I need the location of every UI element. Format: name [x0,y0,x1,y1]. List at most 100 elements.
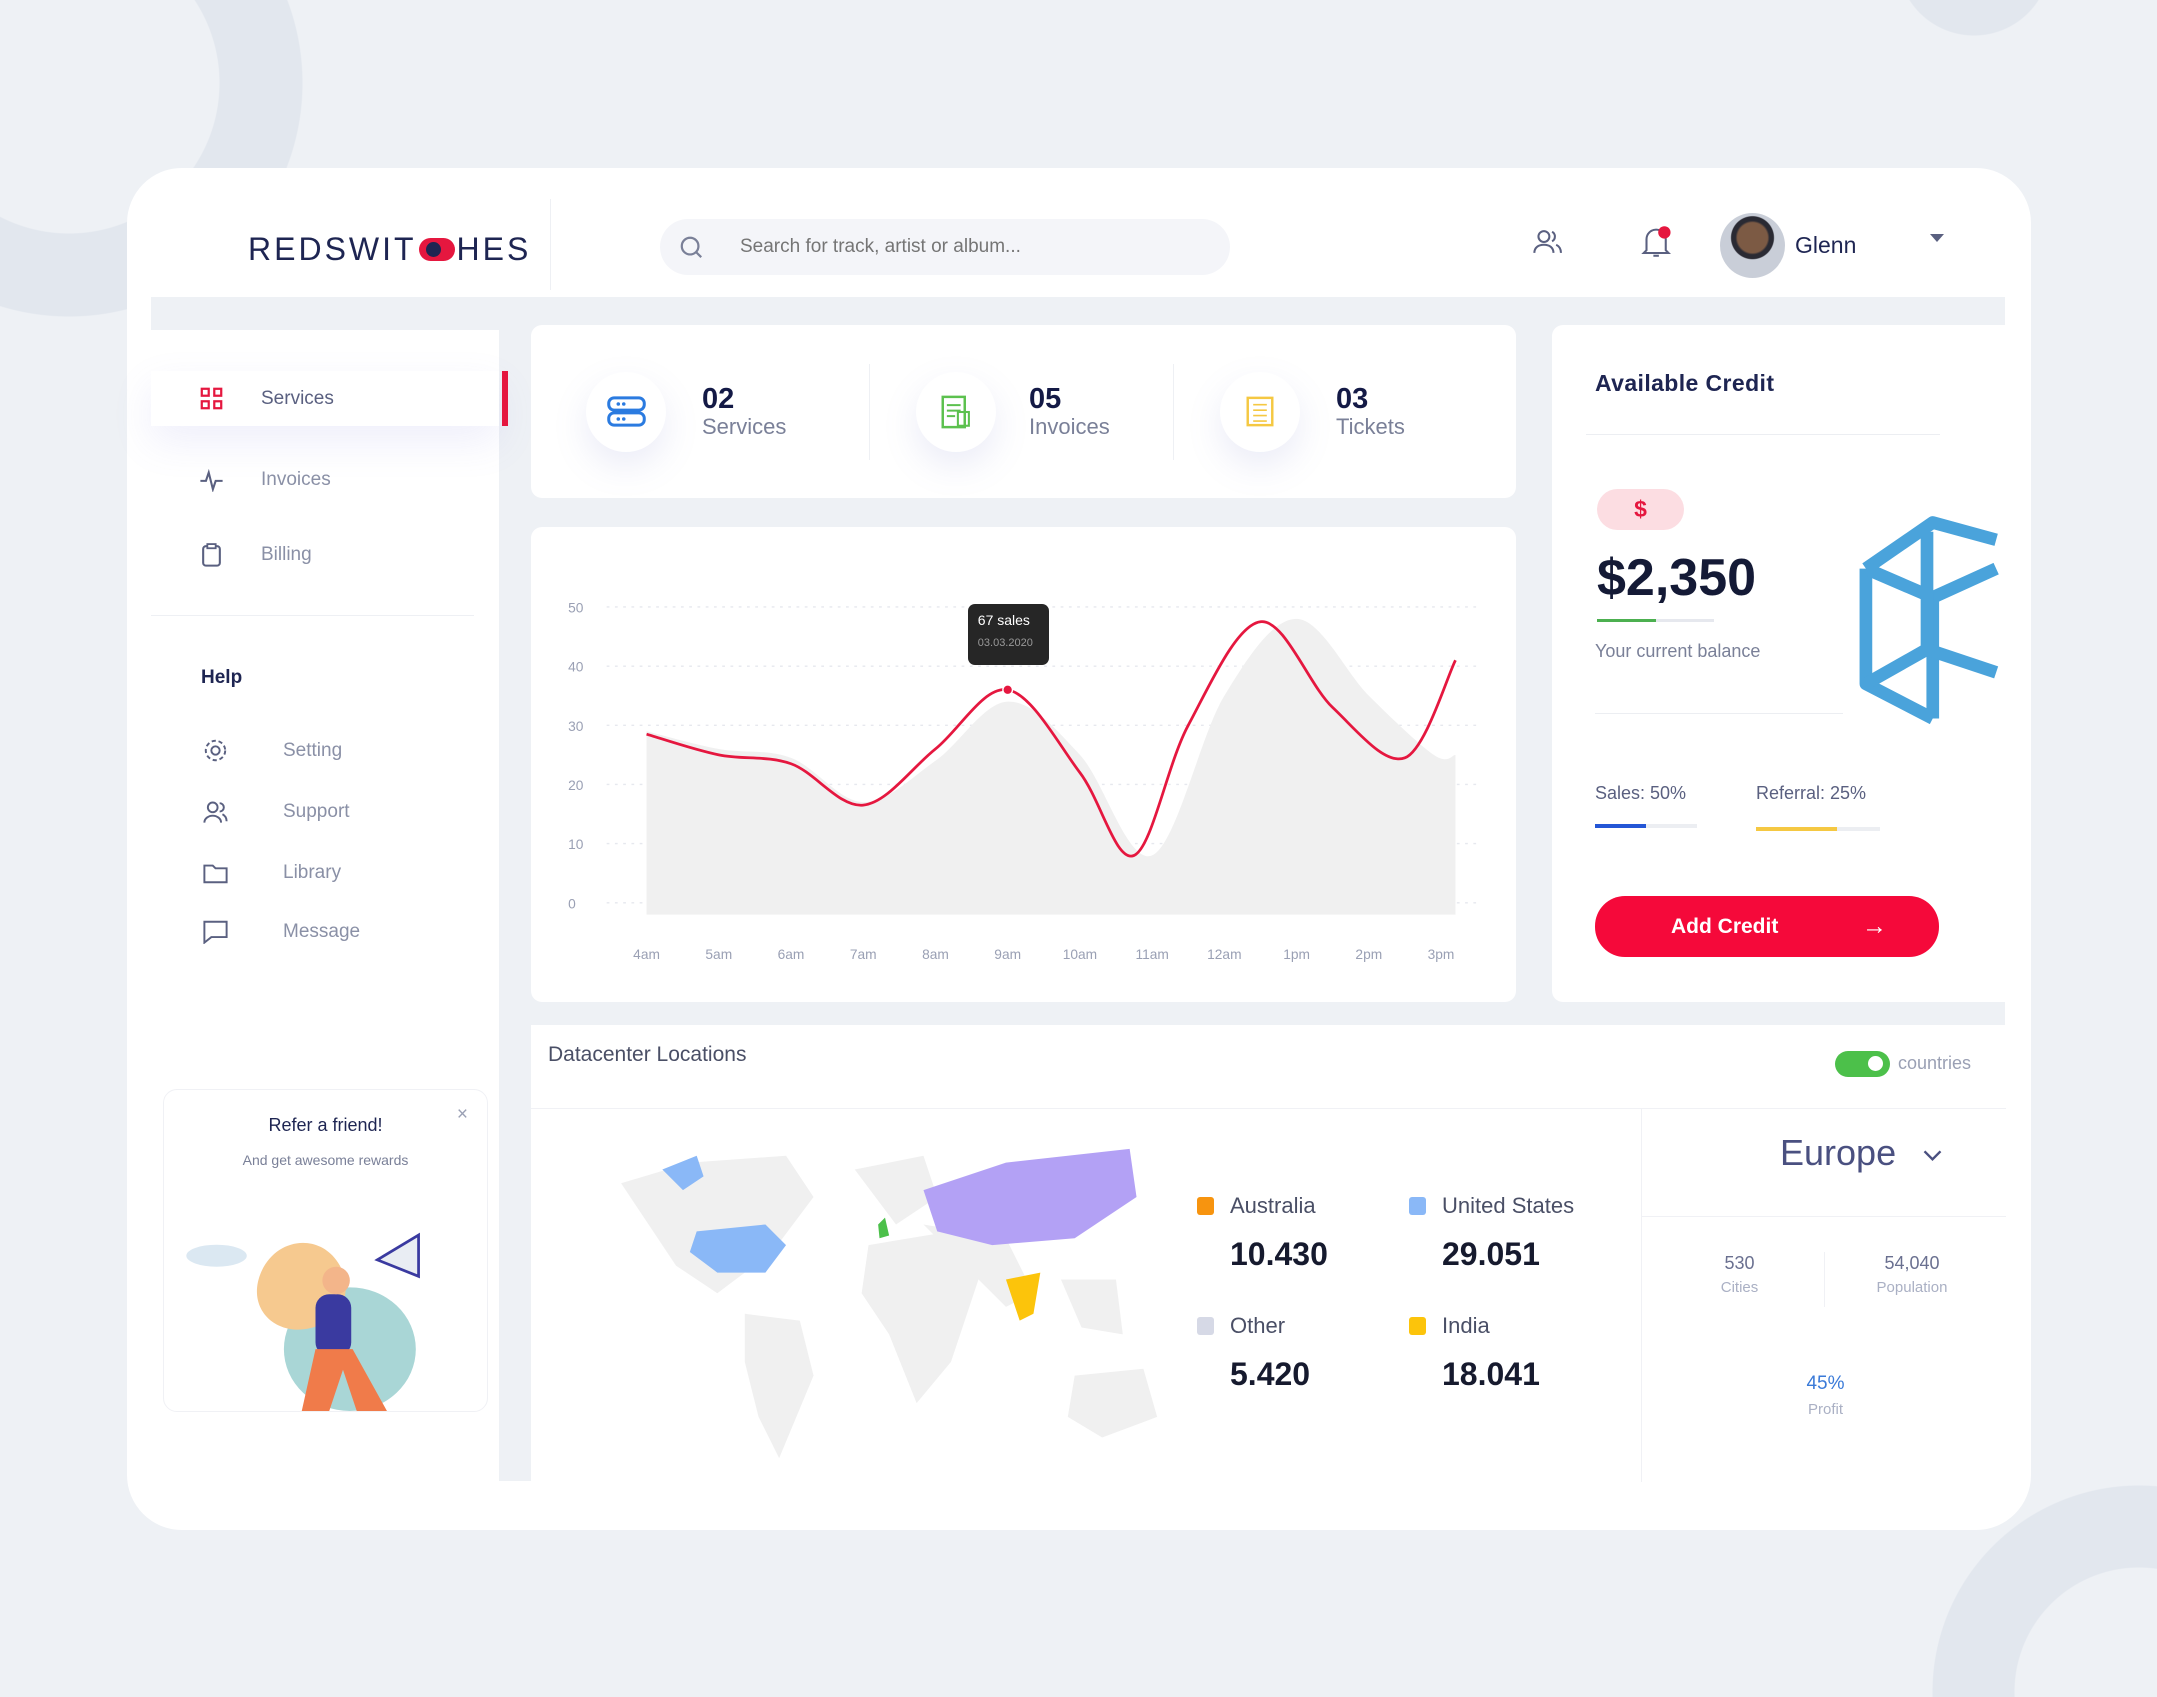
legend-value: 5.420 [1230,1356,1311,1392]
sidebar-item-label: Support [283,800,350,822]
help-heading: Help [201,667,243,688]
divider [1824,1252,1825,1307]
user-name[interactable]: Glenn [1795,232,1857,258]
x-tick-label: 2pm [1355,947,1382,962]
balance-label: Your current balance [1595,641,1761,661]
close-icon[interactable]: × [456,1104,468,1125]
line-series-sales[interactable] [646,620,1457,858]
datacenter-title: Datacenter Locations [548,1043,747,1066]
activity-icon [200,468,223,492]
balance-amount: $2,350 [1597,549,1757,607]
sidebar-item-support[interactable]: Support [151,784,499,839]
grid-icon [200,387,223,410]
world-map [621,1148,1158,1459]
sidebar-item-library[interactable]: Library [151,845,499,900]
divider [1641,1216,2006,1217]
divider [550,199,551,290]
search-input[interactable] [740,236,1194,258]
clipboard-icon [202,543,221,567]
divider [1641,1108,1642,1482]
region-select[interactable]: Europe [1780,1132,1897,1173]
divider [531,1108,2006,1109]
divider [869,364,870,460]
x-tick-label: 4am [633,947,660,962]
y-tick-label: 20 [568,778,584,793]
legend-value: 29.051 [1442,1236,1540,1272]
active-indicator [502,371,508,426]
legend-label: Australia [1230,1193,1316,1218]
stat-value: 03 [1336,382,1369,415]
sidebar-item-message[interactable]: Message [151,904,499,959]
countries-toggle[interactable] [1835,1051,1890,1077]
stat-services[interactable]: 02 Services [586,325,786,498]
bell-icon[interactable] [1641,224,1674,260]
credit-card: Available Credit $ $2,350 Your current b… [1552,325,2006,1002]
sidebar-item-label: Message [283,920,361,942]
credit-title: Available Credit [1595,370,1775,396]
legend-swatch [1197,1197,1214,1215]
divider [1173,364,1174,460]
sales-label: Sales: 50% [1595,783,1687,803]
folder-icon [203,864,228,884]
cube-illustration [1859,516,1999,725]
toggle-label: countries [1898,1053,1972,1073]
x-tick-label: 5am [705,947,732,962]
legend-label: United States [1442,1193,1575,1218]
legend-item: India [1409,1313,1490,1339]
message-icon [203,920,228,944]
x-tick-label: 1pm [1283,947,1310,962]
stat-label: Services [702,413,787,439]
y-tick-label: 40 [568,660,584,675]
sidebar: Services Invoices Billing Help Setting S… [151,330,508,1481]
sidebar-item-label: Library [283,861,342,883]
population-label: Population [1876,1279,1948,1296]
legend-swatch [1409,1197,1426,1215]
divider [151,615,474,616]
legend-item: Other [1197,1313,1286,1339]
switch-logo-icon [418,238,455,261]
search-bar[interactable] [660,219,1230,275]
server-icon [586,371,666,452]
stat-value: 02 [702,382,735,415]
sales-chart-card: 0 10 20 30 40 50 4am 5am 6am 7am 8am 9am 10am 11am 12a… [531,527,1516,1002]
stat-invoices[interactable]: 05 Invoices [916,325,1110,498]
sidebar-item-billing[interactable]: Billing [151,527,499,582]
profit-label: Profit [1807,1401,1843,1418]
chart-tooltip: 67 sales 03.03.2020 [967,604,1049,666]
profit-value: 45% [1806,1373,1845,1394]
sidebar-item-services[interactable]: Services [151,371,499,426]
sales-progress [1595,824,1697,828]
legend-label: Other [1230,1313,1286,1338]
ticket-icon [1220,371,1300,452]
legend-swatch [1197,1317,1214,1335]
legend-item: Australia [1197,1193,1316,1219]
dollar-badge: $ [1597,489,1684,530]
invoice-icon [916,371,996,452]
x-tick-label: 9am [994,947,1021,962]
avatar[interactable] [1720,213,1785,278]
sidebar-item-label: Setting [283,739,343,761]
divider [1595,713,1843,714]
y-tick-label: 0 [568,896,576,911]
users-icon[interactable] [1533,228,1563,256]
sidebar-item-invoices[interactable]: Invoices [151,452,499,507]
sales-line-chart[interactable]: 0 10 20 30 40 50 4am 5am 6am 7am 8am 9am 10am 11am 12a… [531,527,1516,1002]
add-credit-button[interactable]: Add Credit → [1595,896,1939,957]
legend-value: 10.430 [1230,1236,1328,1272]
tooltip-date: 03.03.2020 [977,637,1033,650]
stat-value: 05 [1029,382,1062,415]
legend-item: United States [1409,1193,1575,1219]
x-tick-label: 7am [850,947,877,962]
stat-tickets[interactable]: 03 Tickets [1220,325,1405,498]
x-tick-label: 11am [1135,947,1168,962]
logo[interactable]: REDSWIT HES [248,231,531,268]
sidebar-item-setting[interactable]: Setting [151,723,499,778]
sidebar-item-label: Services [261,387,334,409]
chevron-down-icon[interactable] [1923,1150,1942,1162]
legend-value: 18.041 [1442,1356,1540,1392]
chevron-down-icon[interactable] [1930,234,1944,242]
x-tick-label: 12am [1207,947,1241,962]
stat-label: Invoices [1029,413,1110,439]
tooltip-title: 67 sales [977,612,1030,629]
highlighted-point[interactable] [1002,684,1014,696]
